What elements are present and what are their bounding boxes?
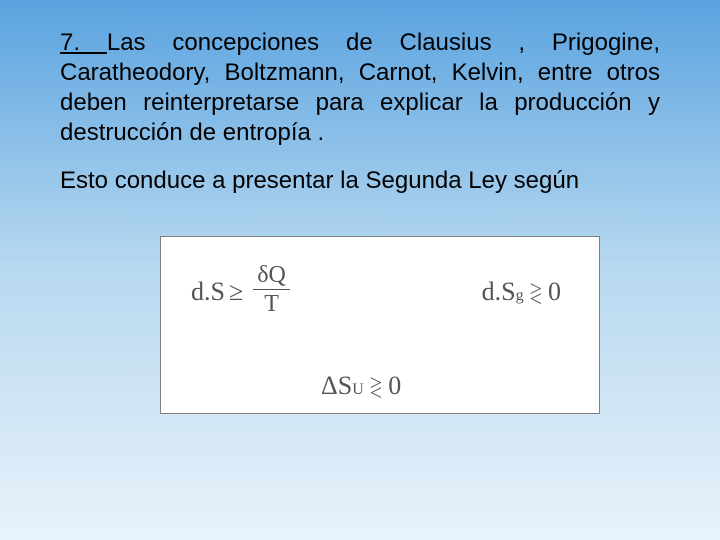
eq3-sub: U — [352, 381, 364, 399]
eq3-op-bot: < — [370, 388, 382, 398]
equation-3: ΔSU > < 0 — [321, 371, 401, 401]
slide-content: 7. Las concepciones de Clausius , Prigog… — [0, 0, 720, 414]
para1-body: Las concepciones de Clausius , Prigogine… — [60, 29, 660, 146]
eq1-fraction: δQ T — [253, 263, 290, 316]
eq3-rhs: 0 — [388, 371, 401, 401]
eq2-sub: g — [516, 287, 524, 305]
eq2-op-stack: > < — [530, 284, 542, 304]
eq1-lhs: d.S — [191, 277, 225, 307]
eq2-op-bot: < — [530, 294, 542, 304]
para1-number: 7. — [60, 29, 107, 56]
formula-box: d.S ≥ δQ T d.Sg > < 0 ΔSU > < 0 — [160, 236, 600, 414]
eq2-lhs: d.S — [482, 277, 516, 307]
eq1-denominator: T — [264, 290, 279, 316]
eq3-delta: Δ — [321, 371, 338, 401]
eq2-rhs: 0 — [548, 277, 561, 307]
equation-2: d.Sg > < 0 — [482, 277, 561, 307]
eq1-numerator: δQ — [253, 263, 290, 290]
paragraph-1: 7. Las concepciones de Clausius , Prigog… — [60, 28, 660, 148]
eq3-op-stack: > < — [370, 378, 382, 398]
paragraph-2: Esto conduce a presentar la Segunda Ley … — [60, 166, 660, 196]
eq1-op: ≥ — [229, 277, 243, 307]
equation-1: d.S ≥ δQ T — [191, 265, 290, 318]
eq3-S: S — [338, 371, 352, 401]
